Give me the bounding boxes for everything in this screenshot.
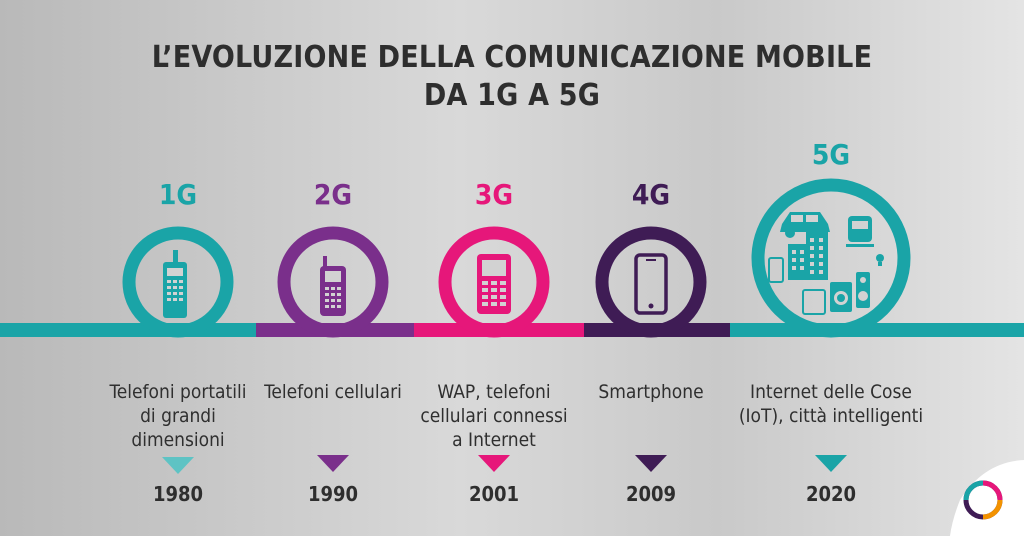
cell-phone-icon (320, 256, 346, 316)
internet-phone-icon (477, 254, 511, 314)
timeline-segment-1g (0, 323, 256, 337)
description-1g-line-1: Telefoni portatili (109, 381, 247, 403)
brick-phone-icon (163, 250, 187, 318)
year-5g: 2020 (805, 482, 857, 506)
year-2g: 1990 (307, 482, 359, 506)
description-5g-line-1: Internet delle Cose (750, 381, 912, 403)
gen-label-3g: 3G (474, 178, 514, 211)
marker-triangle-3g (478, 455, 510, 472)
marker-triangle-5g (815, 455, 847, 472)
logo-corner-shape (950, 460, 1024, 536)
circle-4g (595, 226, 707, 338)
year-3g: 2001 (468, 482, 520, 506)
circle-3g (438, 226, 550, 338)
circle-2g (277, 226, 389, 338)
description-3g-line-1: WAP, telefoni (437, 381, 551, 403)
iot-city-icon (768, 212, 884, 315)
description-1g-line-3: dimensioni (131, 429, 225, 451)
description-2g-line-1: Telefoni cellulari (264, 381, 402, 403)
gen-label-5g: 5G (811, 138, 851, 171)
description-2g: Telefoni cellulari (248, 380, 418, 404)
gen-label-4g: 4G (631, 178, 671, 211)
title-line-1: L’EVOLUZIONE DELLA COMUNICAZIONE MOBILE (151, 40, 873, 75)
marker-triangle-1g (162, 457, 194, 474)
year-4g: 2009 (625, 482, 677, 506)
title-line-2: DA 1G A 5G (423, 78, 601, 113)
timeline-segment-5g (730, 323, 1024, 337)
description-3g-line-2: cellulari connessi (420, 405, 568, 427)
description-3g: WAP, telefoni cellulari connessi a Inter… (409, 380, 579, 452)
marker-triangle-2g (317, 455, 349, 472)
gen-label-1g: 1G (158, 178, 198, 211)
description-3g-line-3: a Internet (452, 429, 536, 451)
gen-label-2g: 2G (313, 178, 353, 211)
circle-5g (751, 178, 911, 338)
description-1g: Telefoni portatili di grandi dimensioni (93, 380, 263, 452)
description-4g-line-1: Smartphone (598, 381, 704, 403)
description-1g-line-2: di grandi (140, 405, 216, 427)
marker-triangle-4g (635, 455, 667, 472)
smartphone-icon (634, 253, 668, 315)
description-4g: Smartphone (566, 380, 736, 404)
circle-1g (122, 226, 234, 338)
description-5g-line-2: (IoT), città intelligenti (738, 405, 924, 427)
brand-logo-icon (963, 480, 1003, 520)
year-1g: 1980 (152, 482, 204, 506)
description-5g: Internet delle Cose (IoT), città intelli… (726, 380, 936, 428)
